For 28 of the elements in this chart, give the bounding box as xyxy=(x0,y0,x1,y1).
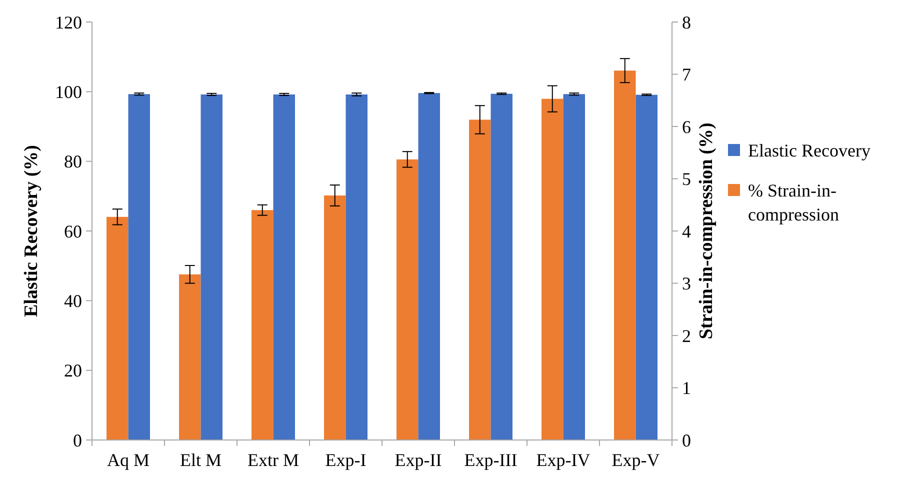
y2-tick-label: 4 xyxy=(682,221,691,242)
y2-tick-label: 2 xyxy=(682,326,691,346)
legend-label: % Strain-in-compression xyxy=(748,180,839,224)
x-tick-label: Elt M xyxy=(180,450,222,470)
y2-tick-label: 6 xyxy=(682,116,691,137)
y2-tick-label: 1 xyxy=(682,378,691,398)
y-tick-label: 60 xyxy=(64,221,82,242)
y-tick-label: 40 xyxy=(64,290,82,311)
y2-tick-label: 8 xyxy=(682,12,691,32)
y2-tick-label: 5 xyxy=(682,169,691,190)
y-tick-label: 20 xyxy=(64,360,82,381)
x-tick-label: Exp-V xyxy=(612,450,660,470)
y-tick-label: 0 xyxy=(73,430,82,450)
y-tick-label: 80 xyxy=(64,152,82,172)
y-axis-title: Elastic Recovery (%) xyxy=(21,145,42,317)
y-tick-label: 100 xyxy=(55,82,82,102)
y2-axis-title: Strain-in-compression (%) xyxy=(696,122,717,340)
x-tick-label: Extr M xyxy=(248,450,299,470)
y2-tick-label: 3 xyxy=(682,274,691,294)
legend-label: Elastic Recovery xyxy=(748,140,870,160)
x-tick-label: Exp-III xyxy=(464,450,518,470)
x-tick-label: Aq M xyxy=(106,450,150,470)
x-tick-label: Exp-I xyxy=(325,450,366,470)
y2-tick-label: 0 xyxy=(682,430,691,450)
y-tick-label: 120 xyxy=(55,12,82,32)
x-tick-label: Exp-IV xyxy=(536,450,590,470)
x-tick-label: Exp-II xyxy=(394,450,442,470)
y2-tick-label: 7 xyxy=(682,64,691,85)
